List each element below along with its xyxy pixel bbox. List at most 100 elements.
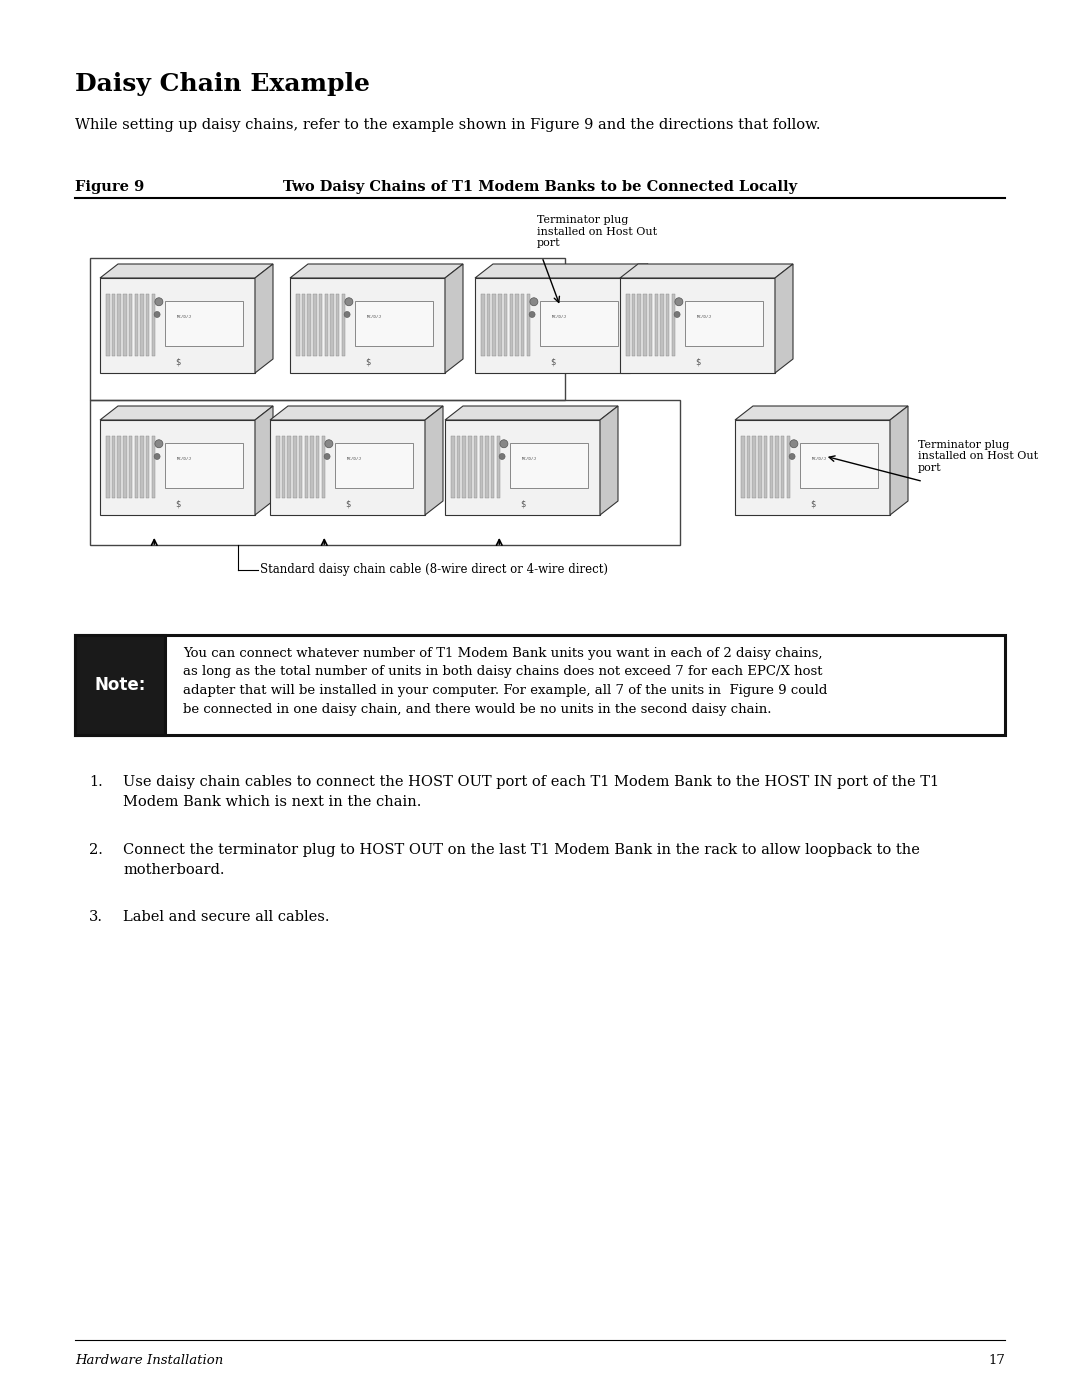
Circle shape xyxy=(500,440,508,448)
Polygon shape xyxy=(600,407,618,515)
Text: Label and secure all cables.: Label and secure all cables. xyxy=(123,909,329,923)
Bar xyxy=(672,295,675,356)
Bar xyxy=(445,420,600,515)
Bar xyxy=(746,436,751,497)
Bar xyxy=(685,300,762,346)
Text: $: $ xyxy=(550,358,555,366)
Circle shape xyxy=(154,312,160,317)
Text: MC/D/J: MC/D/J xyxy=(812,457,826,461)
Circle shape xyxy=(345,312,350,317)
Polygon shape xyxy=(630,264,648,373)
Polygon shape xyxy=(291,264,463,278)
Text: MC/D/J: MC/D/J xyxy=(522,457,537,461)
Bar xyxy=(649,295,652,356)
Bar xyxy=(129,295,133,356)
Text: MC/D/J: MC/D/J xyxy=(367,314,381,319)
Circle shape xyxy=(325,440,333,448)
Bar xyxy=(146,295,149,356)
Bar xyxy=(330,295,334,356)
Text: MC/D/J: MC/D/J xyxy=(347,457,362,461)
Bar xyxy=(468,436,472,497)
Text: Two Daisy Chains of T1 Modem Banks to be Connected Locally: Two Daisy Chains of T1 Modem Banks to be… xyxy=(283,180,797,194)
Text: MC/D/J: MC/D/J xyxy=(177,314,192,319)
Text: Daisy Chain Example: Daisy Chain Example xyxy=(75,73,370,96)
Bar xyxy=(151,436,156,497)
Bar xyxy=(527,295,530,356)
Text: While setting up daisy chains, refer to the example shown in Figure 9 and the di: While setting up daisy chains, refer to … xyxy=(75,117,821,131)
Polygon shape xyxy=(445,264,463,373)
Bar xyxy=(335,443,413,489)
Polygon shape xyxy=(620,264,793,278)
Bar xyxy=(355,300,433,346)
Bar xyxy=(770,436,773,497)
Bar xyxy=(287,436,291,497)
Text: 1.: 1. xyxy=(90,775,103,789)
Text: You can connect whatever number of T1 Modem Bank units you want in each of 2 dai: You can connect whatever number of T1 Mo… xyxy=(183,647,827,715)
Polygon shape xyxy=(255,264,273,373)
Text: $: $ xyxy=(365,358,370,366)
Text: Terminator plug
installed on Host Out
port: Terminator plug installed on Host Out po… xyxy=(918,440,1038,472)
Circle shape xyxy=(324,454,330,460)
Bar xyxy=(123,436,126,497)
Bar xyxy=(90,400,680,545)
Polygon shape xyxy=(735,407,908,420)
Bar xyxy=(301,295,306,356)
Text: MC/D/J: MC/D/J xyxy=(177,457,192,461)
Text: $: $ xyxy=(694,358,700,366)
Bar xyxy=(305,436,308,497)
Bar xyxy=(620,278,775,373)
Circle shape xyxy=(675,298,683,306)
Bar xyxy=(299,436,302,497)
Bar xyxy=(491,436,495,497)
Bar xyxy=(118,295,121,356)
Text: MC/D/J: MC/D/J xyxy=(552,314,567,319)
Circle shape xyxy=(530,298,538,306)
Bar xyxy=(481,295,485,356)
Text: MC/D/J: MC/D/J xyxy=(697,314,712,319)
Bar xyxy=(146,436,149,497)
Bar xyxy=(322,436,325,497)
Bar xyxy=(341,295,346,356)
Bar xyxy=(775,436,779,497)
Bar xyxy=(632,295,635,356)
Bar xyxy=(480,436,483,497)
Polygon shape xyxy=(890,407,908,515)
Bar xyxy=(296,295,299,356)
Text: Connect the terminator plug to HOST OUT on the last T1 Modem Bank in the rack to: Connect the terminator plug to HOST OUT … xyxy=(123,842,920,877)
Text: $: $ xyxy=(810,499,815,509)
Text: 2.: 2. xyxy=(90,842,103,856)
Bar xyxy=(735,420,890,515)
Text: Use daisy chain cables to connect the HOST OUT port of each T1 Modem Bank to the: Use daisy chain cables to connect the HO… xyxy=(123,775,940,809)
Bar xyxy=(540,300,618,346)
Text: 3.: 3. xyxy=(89,909,103,923)
Bar xyxy=(308,295,311,356)
Bar xyxy=(111,436,116,497)
Bar xyxy=(293,436,297,497)
Text: $: $ xyxy=(519,499,525,509)
Bar xyxy=(276,436,280,497)
Bar xyxy=(310,436,314,497)
Bar xyxy=(660,295,664,356)
Bar xyxy=(521,295,525,356)
Bar xyxy=(800,443,878,489)
Bar xyxy=(165,300,243,346)
Bar xyxy=(336,295,339,356)
Bar xyxy=(485,436,489,497)
Bar xyxy=(497,436,500,497)
Bar xyxy=(462,436,465,497)
Bar xyxy=(319,295,322,356)
Bar xyxy=(291,278,445,373)
Bar xyxy=(100,420,255,515)
Bar xyxy=(786,436,791,497)
Bar xyxy=(504,295,508,356)
Bar xyxy=(106,436,109,497)
Bar xyxy=(741,436,744,497)
Bar xyxy=(515,295,518,356)
Bar xyxy=(118,436,121,497)
Bar xyxy=(140,295,144,356)
Bar xyxy=(758,436,761,497)
Bar xyxy=(313,295,316,356)
Bar xyxy=(165,443,243,489)
Bar xyxy=(140,436,144,497)
Circle shape xyxy=(499,454,505,460)
